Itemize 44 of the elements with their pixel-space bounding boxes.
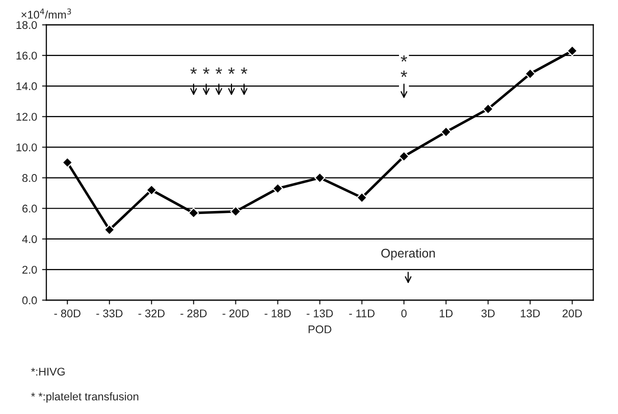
text: ****	[203, 68, 248, 74]
y-tick-label: 0.0	[22, 296, 37, 304]
point	[566, 45, 578, 56]
point	[356, 192, 368, 204]
text: * *:platelet transfusion	[31, 392, 138, 403]
x-axis-title: POD	[308, 325, 332, 334]
text: *:HIVG	[31, 368, 65, 376]
x-tick-label: - 33D	[96, 309, 123, 318]
x-tick-label: 13D	[520, 309, 540, 318]
point	[272, 183, 284, 194]
y-axis-title: ×10$^{4}$/mm$^{3}$	[22, 8, 71, 19]
point	[482, 104, 494, 114]
y-tick-label: 6.0	[22, 204, 37, 213]
point	[146, 184, 157, 196]
x-tick-label: - 80D	[54, 309, 80, 318]
y-tick-label: 10.0	[16, 143, 37, 152]
x-tick-label: - 18D	[264, 309, 291, 318]
point	[440, 126, 452, 138]
x-tick-label: - 28D	[180, 309, 207, 318]
y-tick-label: 4.0	[22, 235, 37, 244]
point	[188, 208, 200, 218]
y-tick-label: 16.0	[16, 52, 37, 60]
x-tick-label: - 11D	[349, 310, 375, 318]
x-tick-label: 1D	[440, 310, 453, 318]
point	[62, 157, 73, 168]
y-tick-label: 2.0	[22, 266, 37, 274]
y-tick-label: 14.0	[16, 82, 37, 90]
point	[104, 224, 115, 236]
point	[398, 150, 410, 162]
point	[524, 68, 536, 80]
annotation: *	[190, 68, 197, 74]
x-tick-label: - 13D	[306, 309, 333, 318]
x-tick-label: 20D	[562, 309, 582, 318]
point	[230, 206, 242, 217]
x-tick-label: - 20D	[222, 309, 249, 318]
x-tick-label: 0	[401, 309, 407, 318]
annotation: Operation	[381, 248, 435, 260]
point	[314, 172, 326, 184]
x-tick-label: 3D	[481, 309, 495, 318]
x-tick-label: - 32D	[138, 309, 165, 318]
y-tick-label: 8.0	[22, 174, 37, 182]
y-tick-label: 18.0	[16, 21, 37, 29]
annotation: **	[400, 55, 408, 77]
y-tick-label: 12.0	[16, 112, 37, 121]
